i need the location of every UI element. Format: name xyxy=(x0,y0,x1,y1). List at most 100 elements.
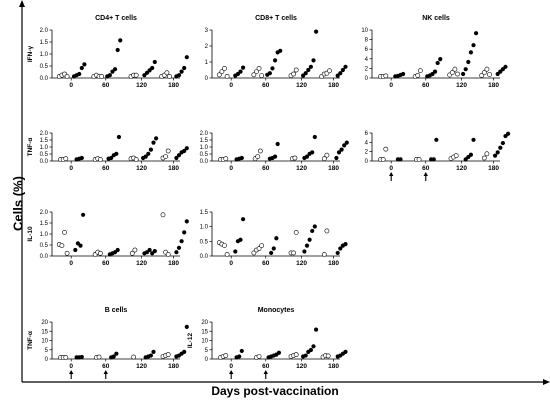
figure-y-label: Cells (%) xyxy=(10,176,26,231)
filled-point xyxy=(335,250,340,256)
open-point xyxy=(383,73,389,79)
filled-point xyxy=(338,246,343,251)
open-point xyxy=(167,74,172,79)
filled-point xyxy=(272,154,278,159)
filled-point xyxy=(434,137,439,142)
filled-point xyxy=(431,157,436,162)
filled-point xyxy=(115,247,120,253)
filled-point xyxy=(82,62,87,67)
x-tick-label: 120 xyxy=(136,363,147,370)
filled-point xyxy=(174,155,179,161)
x-tick-label: 60 xyxy=(262,165,270,172)
x-tick-label: 60 xyxy=(102,363,110,370)
open-point xyxy=(64,250,70,256)
open-point xyxy=(257,148,263,154)
panel-y-label: IL-12 xyxy=(187,333,194,349)
y-tick-label: 0.5 xyxy=(40,152,49,158)
x-tick-label: 180 xyxy=(328,363,339,370)
figure-y-arrowhead xyxy=(19,0,25,7)
open-point xyxy=(165,251,171,257)
y-tick-label: 0.0 xyxy=(40,254,49,260)
x-tick-label: 60 xyxy=(102,82,110,89)
y-tick-label: 1.5 xyxy=(200,138,209,144)
x-tick-label: 180 xyxy=(328,260,339,267)
open-point xyxy=(129,250,135,256)
filled-point xyxy=(176,73,182,78)
filled-point xyxy=(342,143,347,148)
filled-point xyxy=(314,327,319,332)
y-tick-label: 5 xyxy=(205,348,209,354)
filled-point xyxy=(312,134,317,140)
open-point xyxy=(259,73,265,78)
filled-point xyxy=(307,237,312,242)
y-tick-label: 0.5 xyxy=(200,152,209,158)
filled-point xyxy=(239,348,244,354)
open-point xyxy=(293,229,299,235)
filled-point xyxy=(468,50,473,55)
filled-point xyxy=(182,230,187,235)
y-tick-label: 4 xyxy=(365,57,369,63)
open-point xyxy=(321,156,327,162)
x-tick-label: 60 xyxy=(262,260,270,267)
filled-point xyxy=(79,354,84,360)
filled-point xyxy=(176,245,182,250)
x-tick-label: 120 xyxy=(296,260,307,267)
filled-point xyxy=(302,249,307,254)
open-point xyxy=(62,229,67,235)
y-tick-label: 2 xyxy=(365,66,369,72)
open-point xyxy=(163,154,168,159)
x-tick-label: 120 xyxy=(136,82,147,89)
panel-y-label: IL-10 xyxy=(27,226,34,242)
filled-point xyxy=(77,71,82,77)
y-tick-label: 0.0 xyxy=(200,254,209,260)
filled-point xyxy=(115,47,120,53)
open-point xyxy=(481,155,487,161)
y-tick-label: 20 xyxy=(201,320,208,326)
filled-point xyxy=(238,69,243,74)
y-tick-label: 0.5 xyxy=(40,243,49,249)
open-point xyxy=(165,148,171,154)
open-point xyxy=(251,72,257,78)
filled-point xyxy=(272,58,278,63)
filled-point xyxy=(310,150,315,155)
filled-point xyxy=(233,249,238,254)
x-tick-label: 180 xyxy=(328,165,339,172)
filled-point xyxy=(432,69,438,74)
open-point xyxy=(292,155,298,161)
filled-point xyxy=(109,155,114,161)
filled-point xyxy=(152,249,157,254)
y-tick-label: 2.0 xyxy=(40,131,49,137)
y-tick-label: 0 xyxy=(365,159,369,165)
open-point xyxy=(255,154,261,159)
open-point xyxy=(453,153,459,159)
filled-point xyxy=(471,137,476,142)
y-tick-label: 0 xyxy=(365,76,369,82)
y-tick-label: 1.0 xyxy=(40,145,49,151)
y-tick-label: 1.0 xyxy=(40,52,49,58)
open-point xyxy=(216,72,222,78)
open-point xyxy=(487,72,492,77)
filled-point xyxy=(340,67,345,73)
open-point xyxy=(293,352,299,358)
filled-point xyxy=(498,145,503,150)
open-point xyxy=(321,251,327,257)
filled-point xyxy=(150,65,155,71)
x-tick-label: 0 xyxy=(389,82,393,89)
filled-point xyxy=(311,344,316,349)
x-tick-label: 0 xyxy=(229,165,233,172)
vaccination-arrowhead xyxy=(69,370,74,374)
filled-point xyxy=(151,140,156,145)
panel-y-label: TNF-α xyxy=(27,331,34,350)
filled-point xyxy=(182,65,187,71)
open-point xyxy=(417,68,423,74)
filled-point xyxy=(73,247,78,253)
filled-point xyxy=(274,236,279,241)
filled-point xyxy=(241,65,246,70)
y-tick-label: 15 xyxy=(201,329,208,335)
vaccination-arrowhead xyxy=(229,370,234,374)
panel-title: CD4+ T cells xyxy=(95,15,137,22)
y-tick-label: 5 xyxy=(45,348,49,354)
vaccination-arrowhead xyxy=(423,172,428,176)
filled-point xyxy=(174,250,179,255)
open-point xyxy=(256,66,262,71)
